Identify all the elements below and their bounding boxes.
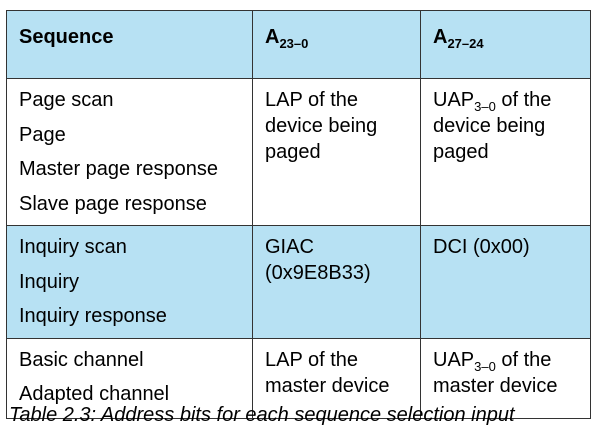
sequence-item: Master page response	[19, 158, 219, 180]
a-high-cell: UAP3–0 of the master device	[420, 337, 591, 419]
table-row-inquiry: Inquiry scan Inquiry Inquiry response GI…	[6, 225, 591, 339]
a-low-cell: LAP of the master device	[252, 337, 421, 419]
address-bits-table: Sequence A23–0 A27–24 Page scan Page Mas…	[6, 10, 591, 419]
header-a-23-0: A23–0	[252, 10, 421, 79]
sequence-item: Page scan	[19, 89, 114, 111]
sequence-item: Basic channel	[19, 348, 144, 371]
header-a-27-24: A27–24	[420, 10, 591, 79]
sequence-item: Inquiry response	[19, 305, 167, 327]
table-caption: Table 2.3: Address bits for each sequenc…	[9, 404, 515, 426]
sequence-item: Inquiry scan	[19, 236, 127, 258]
table-row-page: Page scan Page Master page response Slav…	[6, 78, 591, 226]
a-low-cell: GIAC (0x9E8B33)	[252, 225, 421, 339]
sequence-item: Page	[19, 123, 66, 146]
a-low-cell: LAP of the device being paged	[252, 78, 421, 226]
table-row-channel: Basic channel Adapted channel LAP of the…	[6, 337, 591, 419]
sequence-cell: Page scan Page Master page response Slav…	[6, 78, 253, 226]
sequence-item: Adapted channel	[19, 383, 170, 405]
sequence-item: Slave page response	[19, 192, 207, 215]
a-high-cell: UAP3–0 of the device being paged	[420, 78, 591, 226]
sequence-item: Inquiry	[19, 270, 80, 293]
header-sequence: Sequence	[6, 10, 253, 79]
a-high-cell: DCI (0x00)	[420, 225, 591, 339]
table-header-row: Sequence A23–0 A27–24	[6, 10, 591, 79]
sequence-cell: Inquiry scan Inquiry Inquiry response	[6, 225, 253, 339]
sequence-cell: Basic channel Adapted channel	[6, 337, 253, 419]
